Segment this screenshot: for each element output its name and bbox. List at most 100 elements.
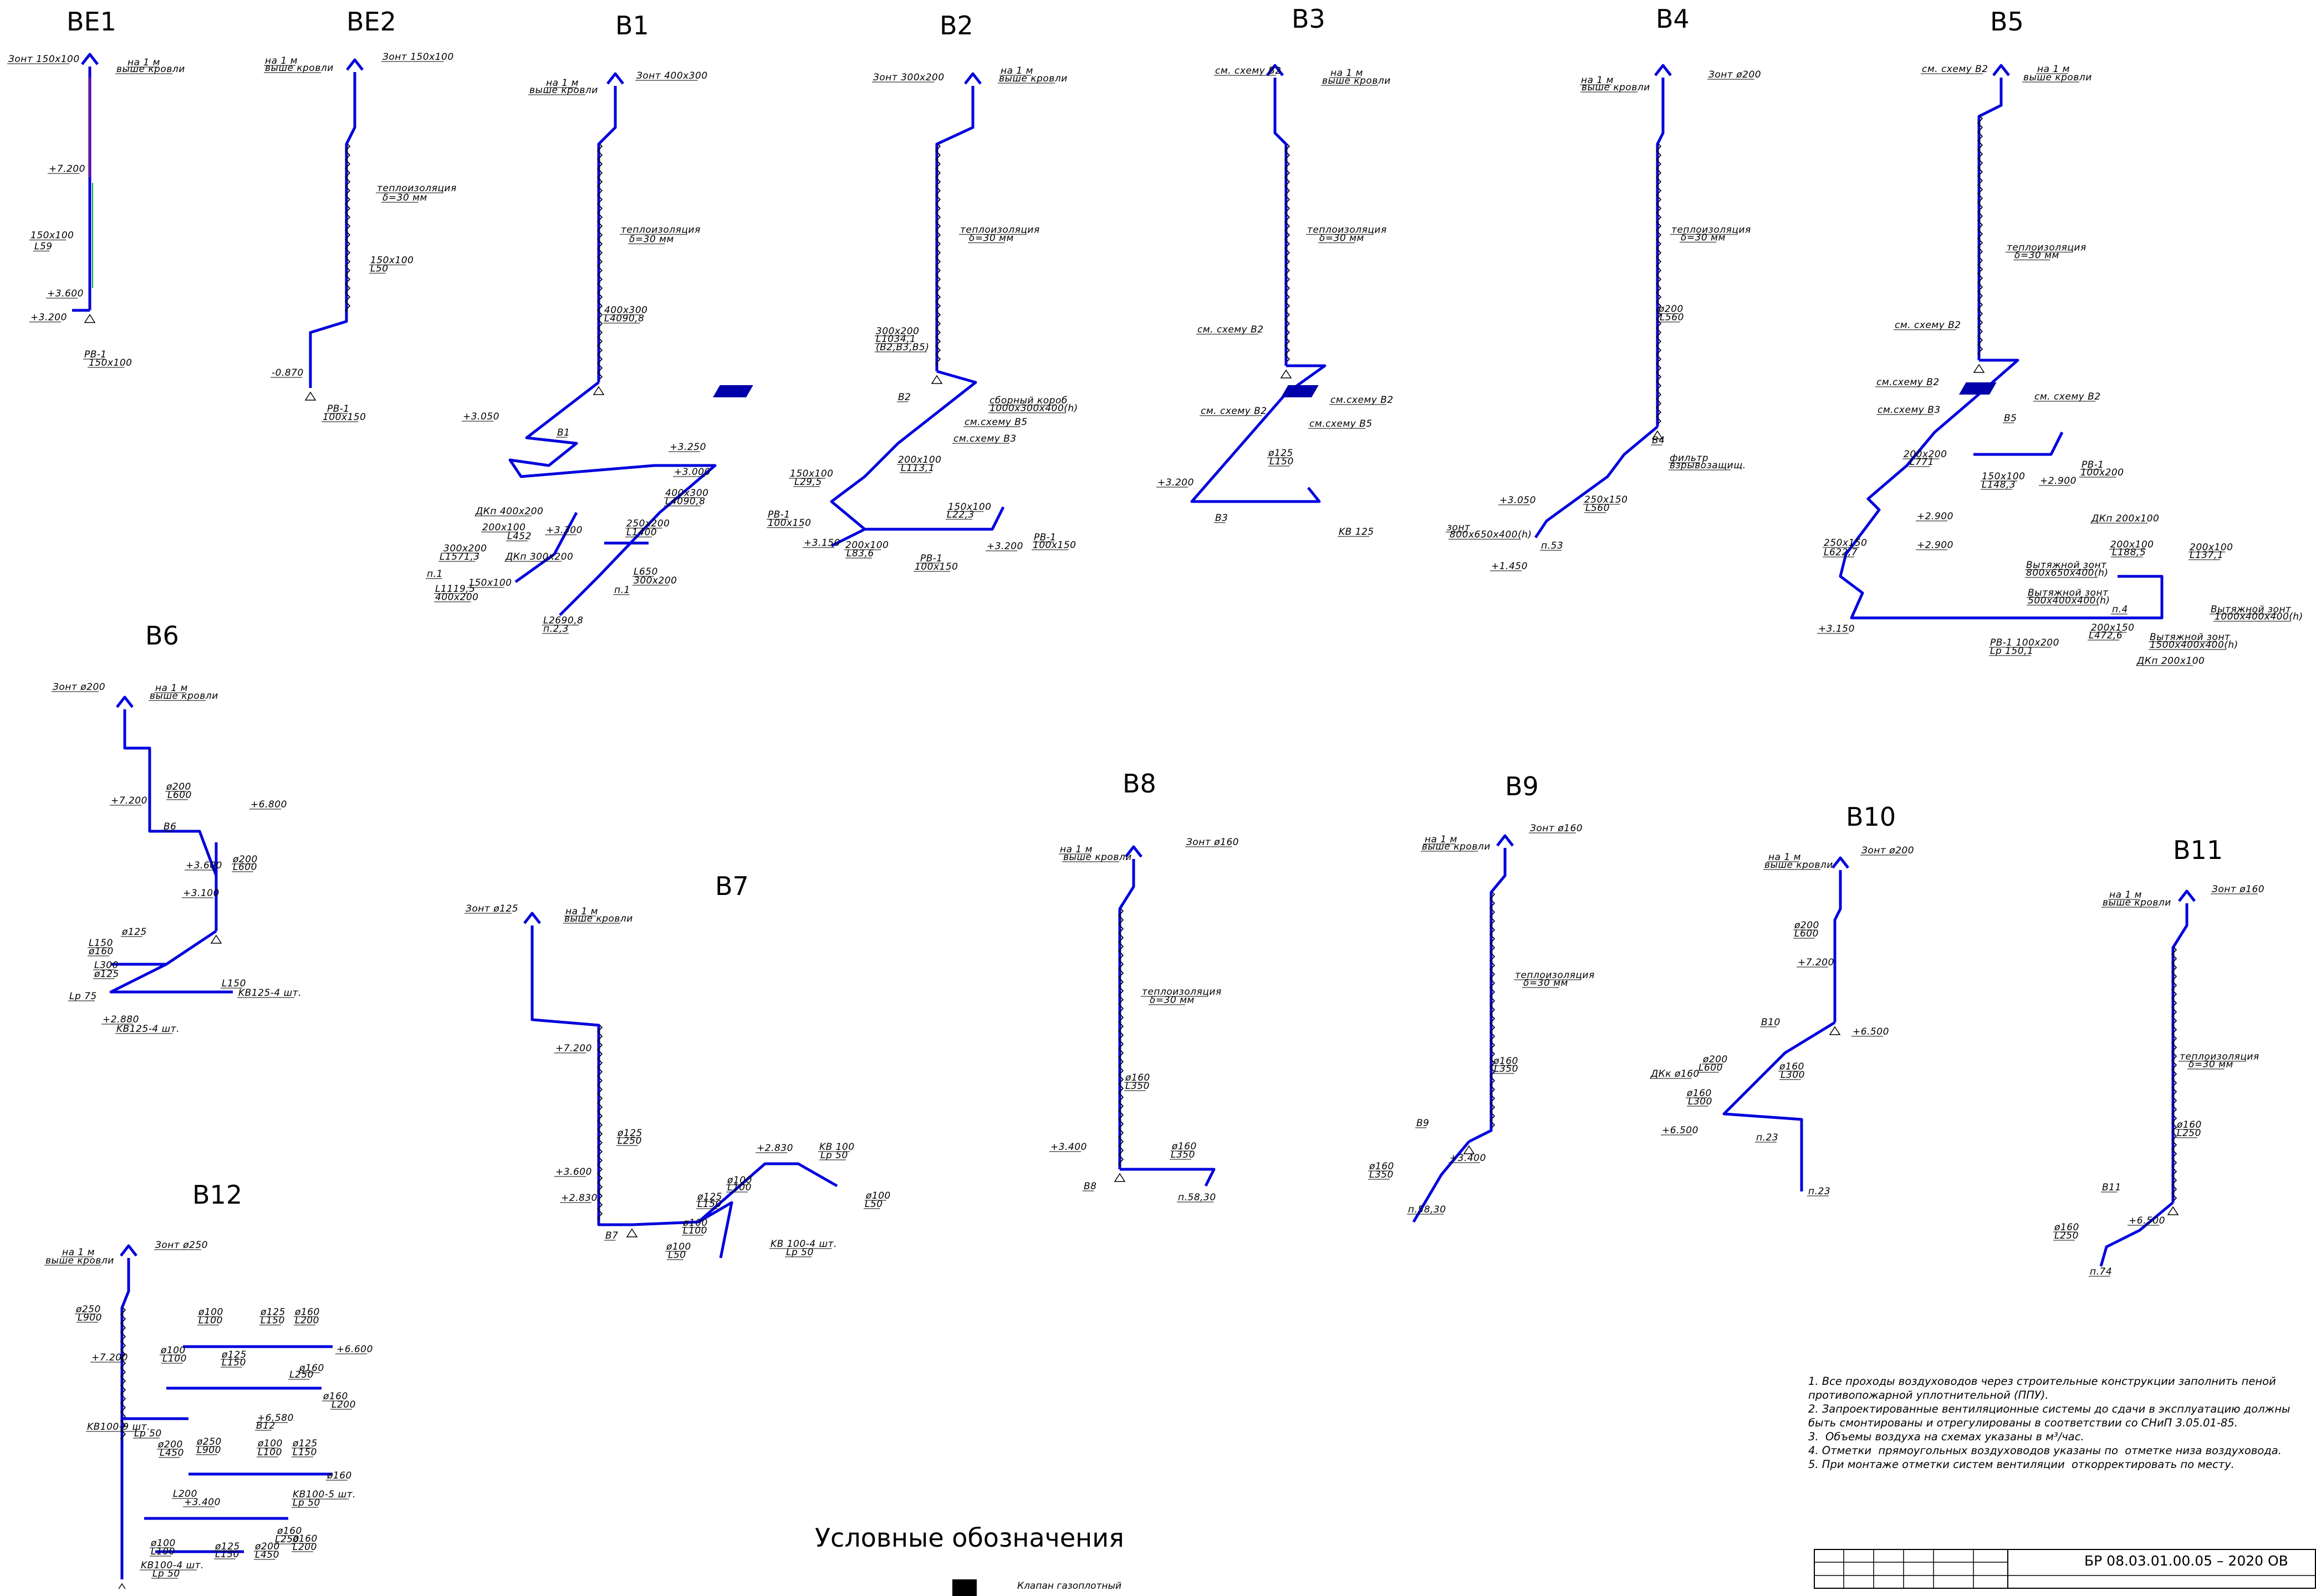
duct-line <box>1273 78 1288 366</box>
scheme-label: +2.830 <box>561 1193 598 1204</box>
scheme-label: +3.300 <box>546 525 583 536</box>
scheme-title: B2 <box>940 11 973 40</box>
scheme-label: ø125 <box>260 1307 285 1318</box>
duct-line <box>2171 903 2189 1203</box>
scheme-title: B10 <box>1846 802 1896 832</box>
scheme-label: L200 <box>173 1488 197 1500</box>
scheme-label: +3.400 <box>1050 1142 1087 1153</box>
scheme-label: +3.100 <box>183 888 220 899</box>
scheme-label: 150x100 <box>30 230 74 241</box>
scheme-label: L29,5 <box>794 477 822 488</box>
scheme-label: зонт <box>1447 522 1471 533</box>
exhaust-hood-icon <box>1992 64 2010 76</box>
insulation-marker <box>1118 908 1124 1167</box>
scheme-label: +2.900 <box>1917 511 1953 522</box>
scheme-title: B4 <box>1656 4 1690 34</box>
scheme-label: L100 <box>151 1546 175 1557</box>
scheme-label: +7.200 <box>1798 957 1834 968</box>
scheme-label: на 1 м <box>265 55 298 66</box>
scheme-label: +6.500 <box>1662 1125 1698 1136</box>
scheme-label: L350 <box>1369 1169 1394 1180</box>
scheme-label: 400x300 <box>665 488 708 499</box>
scheme-label: L150 <box>215 1549 239 1560</box>
scheme-label: δ=30 мм <box>1319 233 1364 244</box>
scheme-label: +3.200 <box>1157 477 1194 488</box>
grille-icon <box>1280 369 1292 378</box>
scheme-label: п.58,30 <box>1178 1192 1216 1203</box>
scheme-label: L600 <box>233 862 257 873</box>
scheme-label: Зонт ø160 <box>2212 884 2264 895</box>
scheme-title: B5 <box>1990 7 2024 37</box>
scheme-label: +3.600 <box>186 860 222 871</box>
scheme-label: ø250 <box>75 1304 101 1315</box>
exhaust-hood-icon <box>964 72 982 85</box>
scheme-label: выше кровли <box>1063 852 1132 863</box>
duct-line <box>830 370 1005 548</box>
scheme-label: на 1 м <box>62 1247 95 1258</box>
insulation-marker <box>597 1025 603 1221</box>
scheme-label: L350 <box>1171 1149 1195 1160</box>
scheme-label: Зонт 150x100 <box>8 54 80 65</box>
scheme-label: ø100 <box>682 1218 708 1229</box>
scheme-label: ø125 <box>697 1191 722 1203</box>
insulation-marker <box>1977 116 1983 356</box>
document-code: БР 08.03.01.00.05 – 2020 ОВ <box>2084 1553 2288 1569</box>
scheme-label: ø250 <box>196 1436 222 1447</box>
scheme-label: выше кровли <box>1422 841 1491 852</box>
scheme-label: B6 <box>164 821 176 832</box>
scheme-label: +3.200 <box>30 312 67 323</box>
scheme-label: KB100-5 шт. <box>293 1489 356 1500</box>
scheme-label: ø200 <box>1794 920 1819 931</box>
scheme-label: L771 <box>1910 457 1934 468</box>
scheme-label: ø160 <box>2176 1119 2202 1130</box>
scheme-label: L148,3 <box>1982 479 2016 490</box>
note-4: 4. Отметки прямоугольных воздуховодов ук… <box>1808 1444 2282 1457</box>
scheme-label: см.схему B5 <box>1309 418 1373 429</box>
scheme-label: на 1 м <box>155 683 188 694</box>
scheme-label: L150 <box>697 1199 722 1210</box>
scheme-label: L450 <box>160 1447 184 1459</box>
exhaust-hood-icon <box>116 695 134 708</box>
scheme-label: см. схему B2 <box>1197 324 1264 335</box>
duct-line <box>514 511 649 584</box>
scheme-label: теплоизоляция <box>621 224 701 236</box>
duct-line <box>1190 364 1327 503</box>
scheme-label: 200x150 <box>2091 622 2134 633</box>
scheme-label: L4090,8 <box>665 496 705 507</box>
scheme-label: L100 <box>727 1182 752 1193</box>
scheme-label: 100x150 <box>768 518 811 529</box>
title-block-stamp <box>1814 1549 2316 1589</box>
grille-icon <box>2167 1206 2179 1215</box>
duct-line <box>120 1258 130 1579</box>
grille-icon <box>210 934 222 944</box>
scheme-label: на 1 м <box>2109 889 2142 901</box>
scheme-label: п.53 <box>1541 540 1563 551</box>
scheme-label: п.23 <box>1808 1186 1830 1197</box>
scheme-label: выше кровли <box>1322 75 1391 86</box>
scheme-label: PB-1 <box>2082 459 2104 470</box>
scheme-label: Зонт 300x200 <box>873 72 945 83</box>
scheme-label: L150 <box>1269 456 1294 467</box>
scheme-label: δ=30 мм <box>2189 1059 2233 1070</box>
scheme-label: +3.600 <box>47 288 84 299</box>
scheme-label: выше кровли <box>2103 897 2171 908</box>
scheme-label: PB-1 <box>1034 532 1057 543</box>
scheme-label: ø125 <box>221 1349 247 1360</box>
scheme-label: 200x100 <box>898 454 941 466</box>
scheme-label: Lp 50 <box>293 1497 320 1508</box>
scheme-label: см.схему B2 <box>1330 395 1394 406</box>
scheme-label: PB-1 <box>84 349 107 360</box>
scheme-label: L83,6 <box>846 548 874 559</box>
scheme-label: на 1 м <box>127 57 160 68</box>
duct-line <box>1722 1021 1836 1191</box>
scheme-label: ДКп 300x200 <box>505 551 573 562</box>
scheme-label: 1000x400x400(h) <box>2215 611 2303 622</box>
scheme-label: ø100 <box>727 1175 752 1186</box>
scheme-label: L4090,8 <box>604 313 644 324</box>
scheme-label: п.4 <box>2112 604 2128 615</box>
exhaust-hood-icon <box>1654 64 1672 76</box>
scheme-label: Вытяжной зонт <box>2028 587 2109 598</box>
scheme-label: L100 <box>162 1353 187 1364</box>
